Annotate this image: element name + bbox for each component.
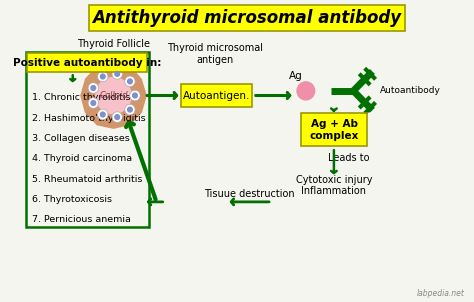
Text: Thyroid microsomal
antigen: Thyroid microsomal antigen xyxy=(167,43,264,65)
Circle shape xyxy=(88,98,99,108)
Text: Colloid: Colloid xyxy=(99,91,128,100)
FancyBboxPatch shape xyxy=(89,5,405,31)
Text: Ag: Ag xyxy=(289,71,303,81)
Circle shape xyxy=(100,74,105,79)
Text: labpedia.net: labpedia.net xyxy=(416,289,464,297)
Circle shape xyxy=(125,76,135,87)
Text: 4. Thyroid carcinoma: 4. Thyroid carcinoma xyxy=(32,154,132,163)
FancyBboxPatch shape xyxy=(27,53,147,72)
Circle shape xyxy=(130,90,140,101)
Text: 5. Rheumatoid arthritis: 5. Rheumatoid arthritis xyxy=(32,175,142,184)
Circle shape xyxy=(112,69,122,79)
Text: Positive autoantibody in:: Positive autoantibody in: xyxy=(13,58,162,68)
Circle shape xyxy=(115,72,119,76)
Text: Thyroid Follicle: Thyroid Follicle xyxy=(77,39,150,49)
Circle shape xyxy=(133,93,137,98)
Circle shape xyxy=(112,112,122,122)
Text: Antithyroid microsomal antibody: Antithyroid microsomal antibody xyxy=(92,9,401,27)
Circle shape xyxy=(125,104,135,115)
Circle shape xyxy=(100,112,105,117)
Text: 2. Hashimoto’thyroiditis: 2. Hashimoto’thyroiditis xyxy=(32,114,146,123)
Circle shape xyxy=(88,83,99,93)
Circle shape xyxy=(128,107,132,112)
Text: Leads to: Leads to xyxy=(328,153,370,163)
Circle shape xyxy=(96,78,131,114)
Text: Autoantigen.: Autoantigen. xyxy=(183,91,250,101)
Text: 1. Chronic thyroiditis: 1. Chronic thyroiditis xyxy=(32,93,130,102)
Circle shape xyxy=(91,85,96,90)
Circle shape xyxy=(115,115,119,120)
Text: Cytotoxic injury
Inflammation: Cytotoxic injury Inflammation xyxy=(296,175,372,197)
Polygon shape xyxy=(81,63,146,128)
Text: 3. Collagen diseases: 3. Collagen diseases xyxy=(32,134,130,143)
Text: Autoantibody: Autoantibody xyxy=(380,86,440,95)
FancyBboxPatch shape xyxy=(182,84,252,107)
FancyBboxPatch shape xyxy=(301,113,367,146)
Circle shape xyxy=(297,82,315,100)
Text: Tisuue destruction: Tisuue destruction xyxy=(204,189,294,199)
Circle shape xyxy=(98,109,108,120)
Circle shape xyxy=(98,71,108,82)
Text: 6. Thyrotoxicosis: 6. Thyrotoxicosis xyxy=(32,195,112,204)
Text: Ag + Ab
complex: Ag + Ab complex xyxy=(310,119,359,140)
Text: 7. Pernicious anemia: 7. Pernicious anemia xyxy=(32,215,131,224)
Circle shape xyxy=(128,79,132,84)
Circle shape xyxy=(91,101,96,105)
